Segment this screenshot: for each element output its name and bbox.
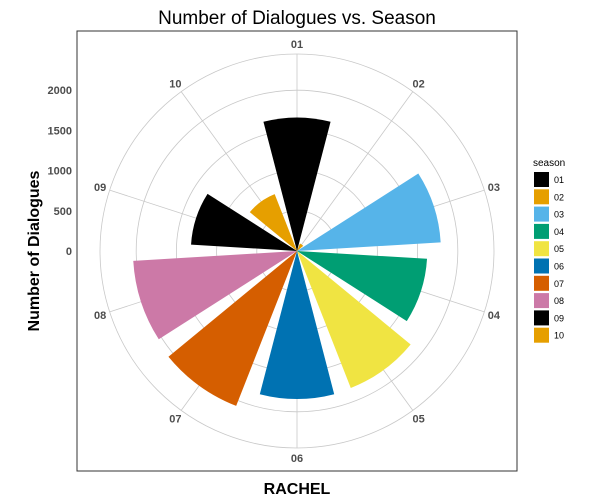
legend-label-02: 02 — [554, 192, 564, 202]
bar-season-10 — [249, 194, 297, 251]
legend-label-09: 09 — [554, 313, 564, 323]
legend-label-06: 06 — [554, 262, 564, 272]
grid-spoke — [296, 91, 414, 252]
y-tick-label: 2000 — [48, 85, 72, 97]
legend-label-07: 07 — [554, 279, 564, 289]
legend-label-04: 04 — [554, 227, 564, 237]
legend-swatch-01 — [534, 172, 549, 187]
angle-tick-labels: 01 02 03 04 05 06 07 08 09 10 — [94, 39, 501, 465]
legend-swatch-04 — [534, 223, 549, 239]
angle-label-08: 08 — [94, 310, 106, 322]
bar-season-04 — [297, 251, 428, 322]
y-tick-label: 500 — [54, 206, 72, 218]
angle-label-04: 04 — [488, 310, 501, 322]
legend-label-05: 05 — [554, 244, 564, 254]
y-axis-title: Number of Dialogues — [26, 170, 43, 331]
legend-title: season — [533, 158, 565, 169]
angle-label-05: 05 — [413, 413, 425, 425]
legend: season 01 02 03 04 05 06 07 08 09 10 — [533, 158, 565, 343]
bar-season-05 — [297, 251, 411, 388]
y-tick-label: 1000 — [48, 166, 72, 178]
legend-swatch-09 — [534, 310, 549, 326]
angle-label-09: 09 — [94, 182, 106, 194]
legend-swatch-06 — [534, 258, 549, 274]
legend-swatch-07 — [534, 275, 549, 291]
bar-season-03 — [297, 173, 441, 251]
y-tick-label: 1500 — [48, 125, 72, 137]
legend-swatch-02 — [534, 189, 549, 205]
angle-label-06: 06 — [291, 453, 303, 465]
bar-season-06 — [259, 251, 335, 399]
x-axis-title: RACHEL — [264, 481, 331, 498]
bar-season-09 — [191, 193, 297, 251]
angle-label-03: 03 — [488, 182, 500, 194]
legend-label-01: 01 — [554, 175, 564, 185]
bar-season-01 — [263, 117, 331, 251]
legend-label-10: 10 — [554, 331, 564, 341]
legend-swatch-10 — [534, 327, 549, 343]
angle-label-07: 07 — [169, 413, 181, 425]
legend-label-08: 08 — [554, 296, 564, 306]
bar-season-08 — [133, 251, 297, 340]
plot-panel — [76, 30, 518, 472]
bar-season-07 — [168, 251, 297, 406]
bar-season-02 — [297, 243, 304, 251]
legend-label-03: 03 — [554, 210, 564, 220]
angle-label-01: 01 — [291, 39, 303, 51]
chart-title: Number of Dialogues vs. Season — [158, 8, 436, 29]
angle-label-10: 10 — [169, 79, 181, 91]
angle-label-02: 02 — [413, 79, 425, 91]
y-tick-label: 0 — [66, 246, 72, 258]
legend-swatch-03 — [534, 206, 549, 222]
legend-swatch-05 — [534, 241, 549, 257]
legend-swatch-08 — [534, 293, 549, 309]
y-tick-labels: 0 500 1000 1500 2000 — [48, 85, 72, 258]
bars-group — [133, 117, 441, 406]
